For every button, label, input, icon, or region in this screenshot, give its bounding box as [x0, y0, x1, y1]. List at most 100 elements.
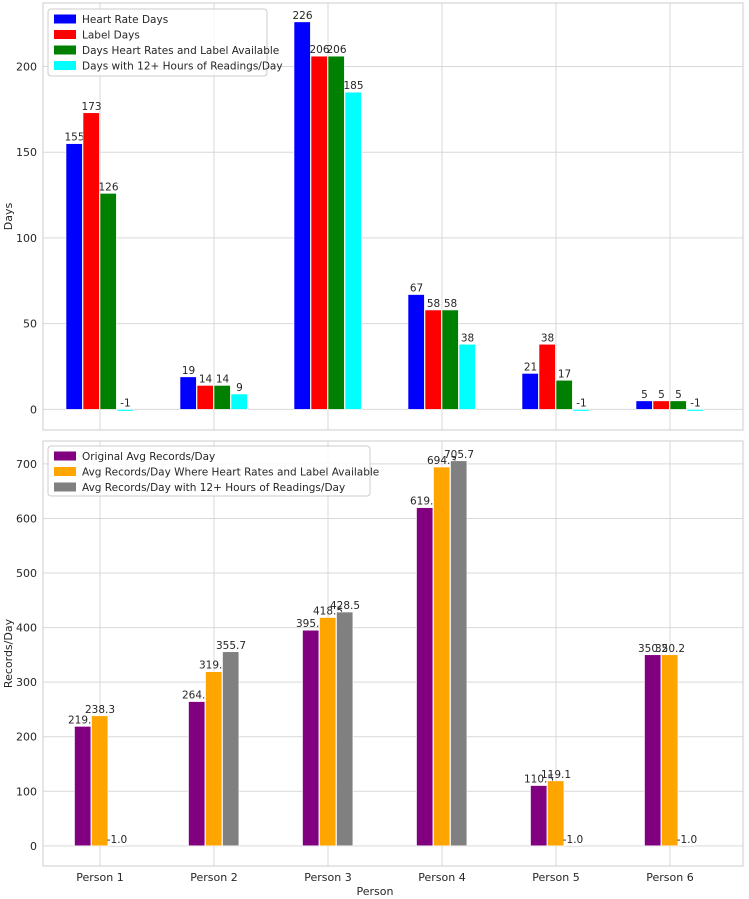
- bar-value-label: 5: [641, 389, 648, 401]
- bar-value-label: 238.3: [85, 704, 115, 716]
- chart-panel-1: 0 50 100 150 200 155 19 226 67 21 5 173 14 206 58 38 5 12…: [2, 2, 744, 431]
- bar-value-label: 418.5: [313, 605, 343, 617]
- bar-2-2-6: [661, 654, 679, 847]
- bar-value-label: 58: [427, 298, 440, 310]
- x-tick-label: Person 6: [646, 871, 693, 884]
- bar-1-1-5: [521, 373, 539, 410]
- bar-1-4-4: [458, 343, 476, 410]
- bar-1-3-3: [327, 55, 345, 410]
- bar-1-3-5: [555, 379, 573, 410]
- legend-entry: Label Days: [82, 30, 140, 42]
- bar-1-3-2: [213, 385, 231, 410]
- legend-swatch: [54, 482, 76, 492]
- y-tick-label: 500: [16, 567, 37, 580]
- bar-2-3-2: [222, 651, 240, 847]
- axes-frame: [42, 440, 744, 867]
- bar-2-3-4: [450, 460, 468, 847]
- bar-1-1-2: [179, 376, 197, 410]
- legend-entry: Avg Records/Day with 12+ Hours of Readin…: [82, 482, 345, 494]
- bar-1-4-5: [572, 409, 590, 412]
- bar-2-1-4: [416, 507, 434, 847]
- bar-1-4-1: [116, 409, 134, 412]
- legend-box: [47, 445, 371, 497]
- bar-value-label: 705.7: [444, 449, 474, 461]
- bar-value-label: 355.7: [216, 640, 246, 652]
- y-tick-label: 0: [30, 840, 37, 853]
- bar-value-label: 206: [326, 44, 346, 56]
- y-tick-label: 0: [30, 403, 37, 416]
- legend-swatch: [54, 451, 76, 461]
- y-tick-label: 150: [16, 146, 37, 159]
- bar-value-label: 17: [558, 368, 571, 380]
- x-tick-label: Person 5: [532, 871, 579, 884]
- legend-entry: Days Heart Rates and Label Available: [82, 45, 279, 57]
- bar-2-3-1: [108, 845, 126, 847]
- bar-value-label: 226: [292, 10, 312, 22]
- y-tick-label: 200: [16, 731, 37, 744]
- bar-1-4-3: [344, 91, 362, 410]
- bar-value-label: 395.2: [296, 618, 326, 630]
- bar-value-label: 219.0: [68, 714, 98, 726]
- y-tick-label: 700: [16, 458, 37, 471]
- plot-area: [43, 441, 743, 866]
- bar-2-1-5: [530, 785, 548, 847]
- bar-2-2-3: [319, 617, 337, 847]
- legend-entry: Avg Records/Day Where Heart Rates and La…: [82, 467, 379, 479]
- x-tick-label: Person 3: [304, 871, 351, 884]
- bar-2-1-6: [644, 654, 662, 847]
- bar-value-label: 110.5: [524, 774, 554, 786]
- bar-2-2-5: [547, 780, 565, 847]
- bar-1-2-5: [538, 343, 556, 410]
- bar-value-label: 119.1: [541, 769, 571, 781]
- axes-frame: [42, 2, 744, 431]
- y-tick-label: 400: [16, 622, 37, 635]
- bar-value-label: 5: [658, 389, 665, 401]
- bar-value-label: 619.9: [410, 496, 440, 508]
- bar-1-1-4: [407, 294, 425, 410]
- y-axis-label: Records/Day: [2, 618, 15, 688]
- bar-2-1-3: [302, 629, 320, 847]
- bar-2-2-4: [433, 466, 451, 847]
- bar-2-3-5: [564, 845, 582, 847]
- bar-value-label: 155: [64, 132, 84, 144]
- bar-1-1-3: [293, 21, 311, 410]
- bar-1-1-1: [65, 143, 83, 410]
- bar-value-label: 21: [524, 361, 537, 373]
- bar-2-2-2: [205, 671, 223, 847]
- bar-value-label: -1: [120, 397, 130, 409]
- y-tick-label: 600: [16, 512, 37, 525]
- bar-value-label: 9: [236, 382, 243, 394]
- bar-value-label: 19: [182, 365, 195, 377]
- legend-box: [47, 8, 268, 77]
- bar-value-label: 185: [343, 80, 363, 92]
- bar-2-3-6: [678, 845, 696, 847]
- y-tick-label: 100: [16, 232, 37, 245]
- bar-value-label: 14: [216, 373, 230, 385]
- bar-1-1-6: [635, 400, 653, 410]
- bar-value-label: 38: [461, 332, 474, 344]
- bar-1-3-1: [99, 193, 117, 410]
- bar-value-label: 350.2: [655, 643, 685, 655]
- bar-value-label: 173: [81, 101, 101, 113]
- bar-1-2-4: [424, 309, 442, 410]
- bar-1-2-3: [310, 55, 328, 410]
- bar-2-3-3: [336, 611, 354, 847]
- bar-2-1-1: [74, 726, 92, 847]
- bar-value-label: 58: [444, 298, 457, 310]
- bar-value-label: -1: [690, 397, 700, 409]
- bar-value-label: 206: [309, 44, 329, 56]
- bar-value-label: 38: [541, 332, 554, 344]
- legend-swatch: [54, 61, 76, 70]
- bar-value-label: -1.0: [107, 834, 128, 846]
- bar-1-3-6: [669, 400, 687, 410]
- legend: Heart Rate Days Label Days Days Heart Rate…: [47, 8, 283, 77]
- legend-entry: Heart Rate Days: [82, 14, 168, 26]
- legend: Original Avg Records/Day Avg Records/Day …: [47, 445, 379, 497]
- legend-entry: Original Avg Records/Day: [82, 451, 215, 463]
- bar-value-label: 319.1: [199, 660, 229, 672]
- y-tick-label: 300: [16, 676, 37, 689]
- bar-value-label: 694.3: [427, 455, 457, 467]
- legend-swatch: [54, 30, 76, 39]
- y-tick-label: 50: [23, 318, 37, 331]
